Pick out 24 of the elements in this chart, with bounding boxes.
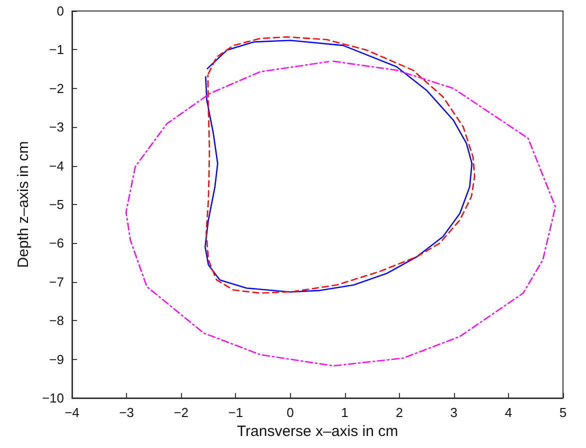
y-tick-label: −5 xyxy=(49,197,64,212)
y-tick-label: 0 xyxy=(56,4,64,18)
y-tick-label: −1 xyxy=(49,42,64,58)
x-tick-label: −1 xyxy=(228,405,244,420)
y-tick-label: −4 xyxy=(49,158,64,174)
x-tick-label: 3 xyxy=(450,405,458,420)
x-tick-label: 2 xyxy=(396,405,403,420)
x-tick-label: 5 xyxy=(559,405,567,420)
y-tick-label: −3 xyxy=(49,120,64,135)
x-tick-label: −4 xyxy=(64,405,80,420)
y-tick-label: −6 xyxy=(49,236,64,251)
x-tick-label: 1 xyxy=(341,405,348,420)
y-tick-label: −9 xyxy=(49,352,64,367)
y-tick-label: −2 xyxy=(49,80,64,96)
x-tick-label: −3 xyxy=(119,405,134,420)
y-tick-label: −7 xyxy=(49,274,64,290)
y-tick-label: −8 xyxy=(49,313,64,328)
x-tick-label: 4 xyxy=(504,405,512,420)
line-series xyxy=(125,60,556,367)
x-axis-title: Transverse x–axis in cm xyxy=(236,422,398,440)
y-axis-title: Depth z–axis in cm xyxy=(15,141,32,268)
x-tick-label: −2 xyxy=(174,405,189,420)
x-tick-label: 0 xyxy=(286,405,294,420)
y-tick-label: −10 xyxy=(42,390,64,406)
